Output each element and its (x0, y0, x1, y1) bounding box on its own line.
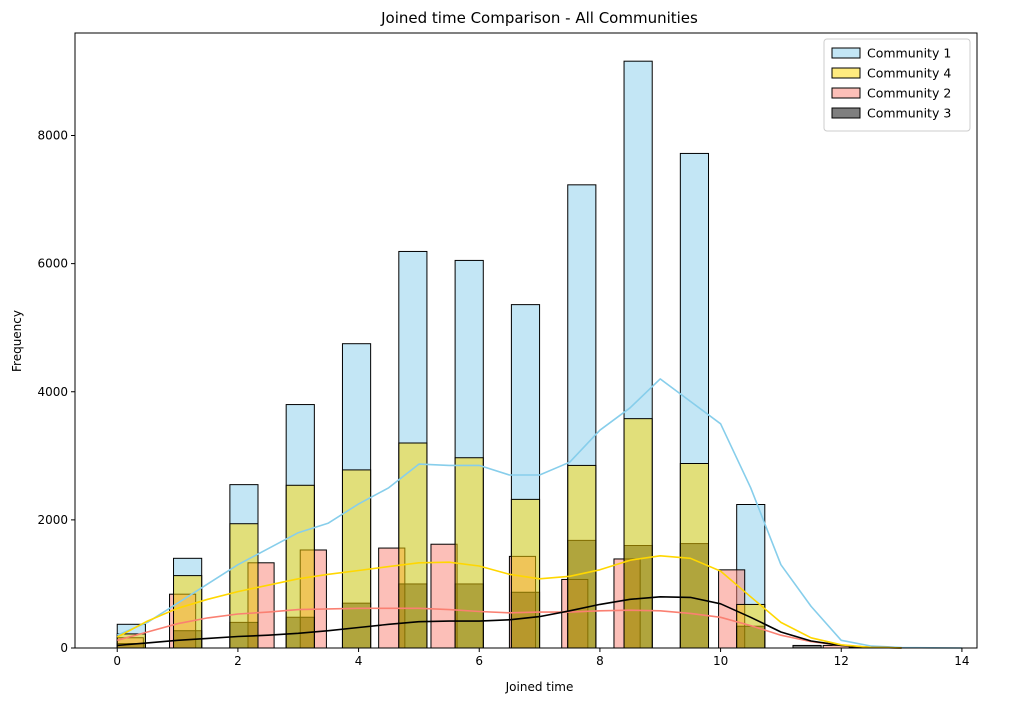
histogram-bar (285, 484, 315, 649)
histogram-bar (229, 523, 259, 649)
plot-frame (74, 32, 978, 649)
histogram-bar (679, 463, 710, 649)
bar-series-4 (116, 418, 766, 649)
x-tick-label: 4 (355, 654, 363, 668)
x-tick-label: 12 (834, 654, 849, 668)
y-axis: 0 2000 4000 6000 8000 (37, 129, 75, 655)
x-tick-label: 2 (234, 654, 242, 668)
legend-swatch (831, 67, 861, 79)
legend-label: Community 4 (867, 66, 951, 81)
histogram-bar (567, 464, 597, 649)
histogram-bar (454, 457, 484, 649)
histogram-bar (341, 469, 372, 649)
x-tick-label: 6 (475, 654, 483, 668)
legend-label: Community 3 (867, 106, 951, 121)
histogram-bar (623, 418, 653, 649)
bars-layer (116, 60, 878, 649)
legend-swatch (831, 87, 861, 99)
legend-label: Community 2 (867, 86, 951, 101)
legend-label: Community 1 (867, 46, 951, 61)
kde-line-4 (116, 554, 902, 649)
x-tick-label: 14 (954, 654, 969, 668)
kde-layer (116, 378, 962, 649)
x-tick-label: 8 (596, 654, 604, 668)
legend-item: Community 3 (831, 106, 951, 121)
legend: Community 1 Community 4 Community 2 Communi… (823, 38, 971, 132)
y-tick-label: 0 (60, 641, 68, 655)
histogram-bar (173, 575, 203, 649)
x-axis: 0 2 4 6 8 10 12 14 (113, 648, 970, 668)
y-tick-label: 4000 (37, 385, 68, 399)
kde-line-1 (116, 378, 962, 649)
histogram-bar (398, 442, 428, 649)
x-tick-label: 10 (713, 654, 728, 668)
x-tick-label: 0 (113, 654, 121, 668)
legend-item: Community 4 (831, 66, 951, 81)
y-tick-label: 6000 (37, 257, 68, 271)
legend-swatch (831, 107, 861, 119)
legend-item: Community 2 (831, 86, 951, 101)
x-axis-label: Joined time (505, 680, 574, 694)
legend-item: Community 1 (831, 46, 951, 61)
chart-title: Joined time Comparison - All Communities (380, 9, 698, 27)
y-tick-label: 2000 (37, 513, 68, 527)
histogram-bar (430, 543, 458, 649)
y-axis-label: Frequency (10, 310, 24, 372)
histogram-bar (510, 498, 541, 649)
kde-line-2 (116, 607, 902, 649)
y-tick-label: 8000 (37, 129, 68, 143)
kde-line-3 (117, 595, 902, 649)
legend-swatch (831, 47, 861, 59)
